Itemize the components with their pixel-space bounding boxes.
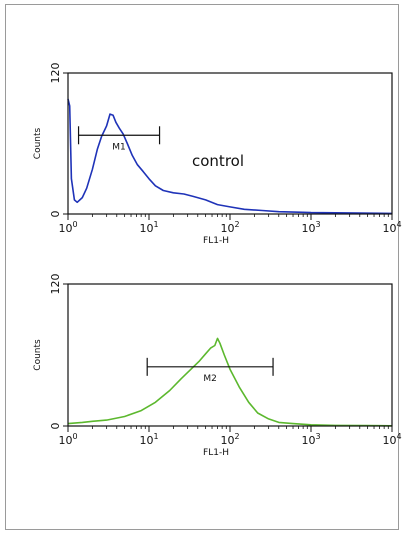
histogram-line <box>67 337 393 427</box>
x-tick-base: 10 <box>382 222 396 235</box>
x-tick-exponent: 2 <box>234 432 239 441</box>
x-tick-base: 10 <box>58 222 72 235</box>
x-tick-base: 10 <box>220 222 234 235</box>
x-tick-label: 104 <box>382 220 401 235</box>
x-tick-label: 100 <box>58 432 77 447</box>
x-tick-label: 104 <box>382 432 401 447</box>
x-tick-base: 10 <box>301 222 315 235</box>
y-tick-label: 120 <box>49 274 62 295</box>
gate-marker-label: M1 <box>112 142 126 152</box>
x-tick-exponent: 1 <box>153 432 158 441</box>
x-tick-exponent: 4 <box>396 220 401 229</box>
figure-frame <box>5 4 399 530</box>
gate-marker-label: M2 <box>203 374 217 384</box>
y-axis-title: Counts <box>33 127 43 159</box>
x-tick-exponent: 2 <box>234 220 239 229</box>
x-axis-title: FL1-H <box>203 448 229 458</box>
y-tick-label: 0 <box>49 211 62 218</box>
plot-frame <box>67 283 393 427</box>
x-tick-label: 101 <box>139 220 158 235</box>
x-tick-label: 102 <box>220 220 239 235</box>
x-tick-label: 103 <box>301 220 320 235</box>
x-tick-label: 103 <box>301 432 320 447</box>
x-tick-exponent: 0 <box>72 432 77 441</box>
x-tick-exponent: 4 <box>396 432 401 441</box>
x-tick-label: 101 <box>139 432 158 447</box>
x-tick-exponent: 0 <box>72 220 77 229</box>
x-tick-label: 102 <box>220 432 239 447</box>
y-axis-title: Counts <box>33 339 43 371</box>
x-tick-base: 10 <box>58 434 72 447</box>
x-tick-label: 100 <box>58 220 77 235</box>
y-tick-label: 120 <box>49 63 62 84</box>
x-tick-base: 10 <box>220 434 234 447</box>
x-tick-exponent: 3 <box>315 432 320 441</box>
y-tick-label: 0 <box>49 423 62 430</box>
x-tick-exponent: 3 <box>315 220 320 229</box>
x-axis-title: FL1-H <box>203 236 229 246</box>
histogram-line <box>67 98 393 215</box>
x-tick-base: 10 <box>139 434 153 447</box>
x-tick-base: 10 <box>382 434 396 447</box>
x-tick-base: 10 <box>139 222 153 235</box>
x-tick-exponent: 1 <box>153 220 158 229</box>
control-annotation: control <box>192 152 244 170</box>
x-tick-base: 10 <box>301 434 315 447</box>
